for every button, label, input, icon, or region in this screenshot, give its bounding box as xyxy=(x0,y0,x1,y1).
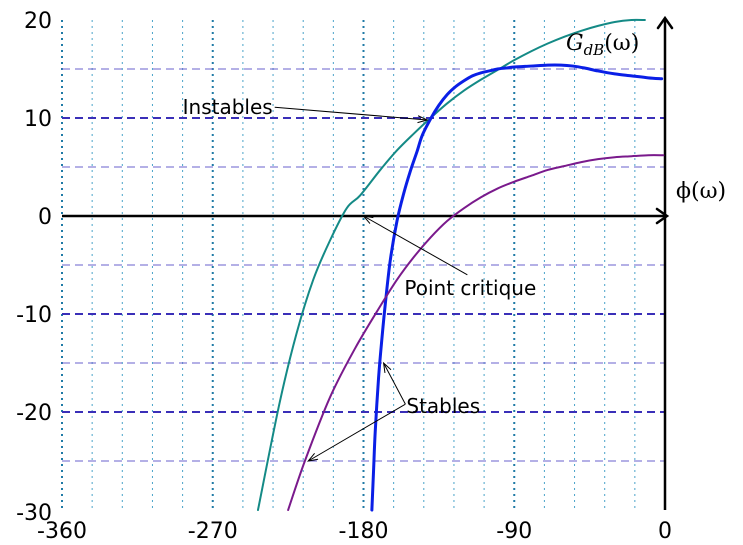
annotation-arrowhead xyxy=(306,452,319,462)
annotation-arrowhead xyxy=(382,361,392,373)
x-tick-label: -90 xyxy=(496,519,532,544)
series-line-1 xyxy=(256,18,646,511)
annotation-label: Stables xyxy=(406,394,480,418)
x-axis-arrowhead xyxy=(655,207,670,225)
annotation-arrow xyxy=(363,215,468,276)
y-axis-label: GdB(ω) xyxy=(566,31,639,59)
x-axis-label: ϕ(ω) xyxy=(676,179,726,204)
y-axis-label-main: G xyxy=(566,31,584,56)
annotation-label: Point critique xyxy=(404,276,536,300)
grid-layer xyxy=(61,20,665,510)
annotation-arrow xyxy=(383,362,406,405)
annotation-label: Instables xyxy=(183,95,273,119)
annotation-arrow xyxy=(274,106,428,121)
series-line-2 xyxy=(370,63,664,512)
annotation-arrow xyxy=(307,403,406,462)
x-tick-label: -180 xyxy=(339,519,389,544)
y-tick-label: 10 xyxy=(24,107,52,132)
annotation-arrowhead xyxy=(362,215,374,224)
axes-layer xyxy=(62,15,674,510)
y-tick-label: -30 xyxy=(16,501,52,526)
x-tick-label: -360 xyxy=(37,519,87,544)
series-layer xyxy=(256,18,665,512)
y-tick-label: -20 xyxy=(16,401,52,426)
y-tick-label: -10 xyxy=(16,303,52,328)
x-tick-label: 0 xyxy=(658,519,672,544)
y-tick-label: 0 xyxy=(38,205,52,230)
y-axis-arrowhead xyxy=(656,15,674,30)
series-line-3 xyxy=(287,154,665,511)
annotation-arrowhead xyxy=(417,115,429,124)
x-tick-label: -270 xyxy=(188,519,238,544)
annotation-layer: Instables Point critique Stables xyxy=(183,95,536,462)
y-tick-label: 20 xyxy=(24,9,52,34)
y-axis-label-tail: (ω) xyxy=(604,31,639,56)
tick-layer: -360 -270 -180 -90 0 20 10 0 -10 -20 -30 xyxy=(16,9,672,544)
y-axis-label-sub: dB xyxy=(584,41,605,59)
